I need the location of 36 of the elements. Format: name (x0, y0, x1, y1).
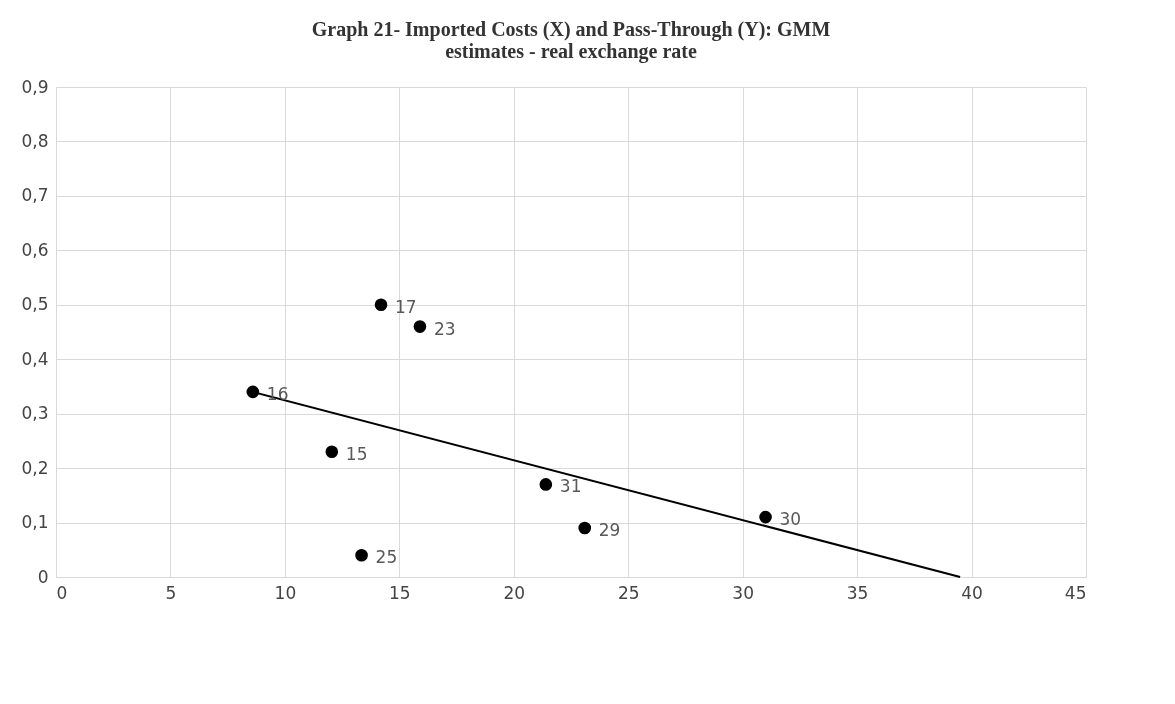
point (539, 478, 553, 491)
y-tick-label: 0,3 (21, 403, 49, 424)
x-tick-label: 10 (274, 582, 297, 603)
x-tick-label: 25 (617, 582, 640, 603)
x-tick-label: 30 (732, 582, 754, 603)
y-tick-label: 0,6 (21, 239, 49, 260)
point (325, 445, 339, 459)
point (413, 320, 427, 333)
y-tick-label: 0,4 (21, 348, 49, 369)
annotation: 17 (395, 296, 417, 317)
y-tick-label: 0,2 (21, 457, 49, 478)
y-tick-label: 0,5 (21, 294, 49, 315)
x-tick-label: 0 (56, 582, 68, 603)
annotation: 15 (345, 443, 368, 464)
x-tick-label: 35 (846, 582, 869, 603)
x-tick-label: 5 (165, 582, 177, 603)
text: estimates - real exchange rate (445, 40, 697, 62)
x-tick-label: 20 (503, 582, 526, 603)
point (759, 510, 772, 524)
point (578, 521, 592, 535)
annotation: 30 (779, 509, 802, 530)
point (374, 298, 388, 312)
point (355, 548, 368, 562)
x-tick-label: 15 (389, 582, 411, 603)
annotation: 31 (559, 476, 582, 497)
x-tick-label: 45 (1064, 582, 1087, 603)
y-tick-label: 0,1 (21, 512, 49, 533)
x-tick-label: 40 (961, 582, 983, 603)
y-tick-label: 0 (37, 566, 49, 587)
annotation: 29 (598, 520, 621, 540)
annotation: 23 (433, 318, 456, 339)
text: Graph 21- Imported Costs (X) and Pass-Through (Y): GMM (311, 18, 831, 40)
annotation: 25 (375, 547, 398, 568)
y-tick-label: 0,9 (21, 76, 49, 97)
y-tick-label: 0,7 (21, 185, 49, 206)
y-tick-label: 0,8 (21, 130, 49, 151)
